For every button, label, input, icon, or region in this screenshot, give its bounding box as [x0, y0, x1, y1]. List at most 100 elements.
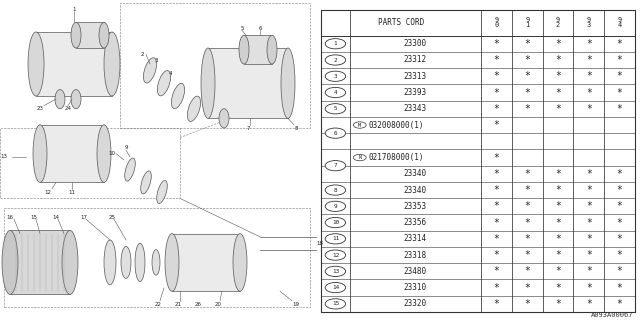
Text: *: *: [524, 234, 531, 244]
Text: *: *: [493, 283, 499, 292]
Ellipse shape: [143, 58, 157, 83]
Text: *: *: [555, 169, 561, 179]
Ellipse shape: [157, 180, 167, 204]
Text: 23310: 23310: [404, 283, 427, 292]
Text: *: *: [616, 234, 623, 244]
Text: *: *: [524, 266, 531, 276]
Text: *: *: [524, 201, 531, 211]
Text: *: *: [586, 185, 592, 195]
Text: *: *: [616, 169, 623, 179]
Text: 20: 20: [214, 301, 221, 307]
Text: 23313: 23313: [404, 72, 427, 81]
Text: *: *: [586, 39, 592, 49]
Ellipse shape: [188, 96, 200, 122]
Text: 23314: 23314: [404, 234, 427, 243]
Text: 8: 8: [294, 125, 298, 131]
Text: *: *: [493, 185, 499, 195]
Text: 23: 23: [36, 106, 44, 111]
Text: *: *: [555, 234, 561, 244]
Text: *: *: [493, 39, 499, 49]
Text: *: *: [524, 55, 531, 65]
Text: 2: 2: [333, 58, 337, 62]
Text: 22: 22: [154, 301, 161, 307]
Text: *: *: [586, 55, 592, 65]
Circle shape: [325, 71, 346, 81]
Ellipse shape: [125, 158, 135, 181]
Text: 23393: 23393: [404, 88, 427, 97]
Text: *: *: [493, 55, 499, 65]
Circle shape: [353, 154, 366, 161]
Text: 23343: 23343: [404, 104, 427, 113]
Text: 23480: 23480: [404, 267, 427, 276]
Text: 4: 4: [168, 71, 172, 76]
Ellipse shape: [267, 35, 277, 64]
Text: 15: 15: [332, 301, 339, 306]
Ellipse shape: [281, 48, 295, 118]
Text: 4: 4: [333, 90, 337, 95]
Circle shape: [325, 128, 346, 138]
Text: *: *: [493, 201, 499, 211]
Text: *: *: [586, 266, 592, 276]
Text: *: *: [524, 71, 531, 81]
Text: 23353: 23353: [404, 202, 427, 211]
Circle shape: [325, 218, 346, 228]
Text: 032008000(1): 032008000(1): [368, 121, 424, 130]
Text: *: *: [555, 266, 561, 276]
Text: *: *: [586, 71, 592, 81]
Circle shape: [325, 104, 346, 114]
Ellipse shape: [99, 22, 109, 48]
Circle shape: [325, 234, 346, 244]
Text: *: *: [616, 87, 623, 98]
Text: 13: 13: [1, 154, 8, 159]
Text: *: *: [524, 39, 531, 49]
Text: 23340: 23340: [404, 186, 427, 195]
Text: *: *: [493, 87, 499, 98]
Text: 9
1: 9 1: [525, 17, 529, 28]
Text: 23312: 23312: [404, 55, 427, 65]
Text: *: *: [586, 250, 592, 260]
Text: 1: 1: [72, 7, 76, 12]
Text: *: *: [524, 87, 531, 98]
Text: *: *: [524, 250, 531, 260]
FancyBboxPatch shape: [208, 48, 288, 118]
Ellipse shape: [71, 22, 81, 48]
Circle shape: [325, 299, 346, 309]
Text: M: M: [358, 123, 362, 128]
Text: 10: 10: [109, 151, 115, 156]
FancyBboxPatch shape: [244, 35, 272, 64]
Text: *: *: [616, 283, 623, 292]
Text: 19: 19: [292, 301, 300, 307]
Text: 3: 3: [154, 58, 157, 63]
Text: *: *: [616, 104, 623, 114]
Text: 2: 2: [140, 52, 144, 57]
Text: *: *: [586, 87, 592, 98]
Text: PARTS CORD: PARTS CORD: [378, 18, 424, 27]
Text: 23320: 23320: [404, 300, 427, 308]
Text: 23318: 23318: [404, 251, 427, 260]
Text: *: *: [616, 266, 623, 276]
Text: *: *: [555, 55, 561, 65]
Ellipse shape: [135, 243, 145, 282]
Text: *: *: [555, 283, 561, 292]
Text: 13: 13: [332, 269, 339, 274]
Text: 7: 7: [246, 125, 250, 131]
Text: *: *: [616, 299, 623, 309]
Text: *: *: [524, 185, 531, 195]
Text: *: *: [586, 218, 592, 228]
Ellipse shape: [71, 90, 81, 109]
Text: *: *: [555, 87, 561, 98]
FancyBboxPatch shape: [10, 230, 70, 294]
Text: 6: 6: [333, 131, 337, 136]
Text: 1: 1: [333, 41, 337, 46]
Text: *: *: [524, 283, 531, 292]
Text: 26: 26: [195, 301, 202, 307]
Text: 9: 9: [333, 204, 337, 209]
Text: *: *: [616, 71, 623, 81]
Text: *: *: [555, 250, 561, 260]
Text: 15: 15: [31, 215, 38, 220]
Text: 7: 7: [333, 163, 337, 168]
Circle shape: [325, 201, 346, 212]
Text: *: *: [586, 169, 592, 179]
Text: 25: 25: [109, 215, 115, 220]
Text: *: *: [493, 104, 499, 114]
